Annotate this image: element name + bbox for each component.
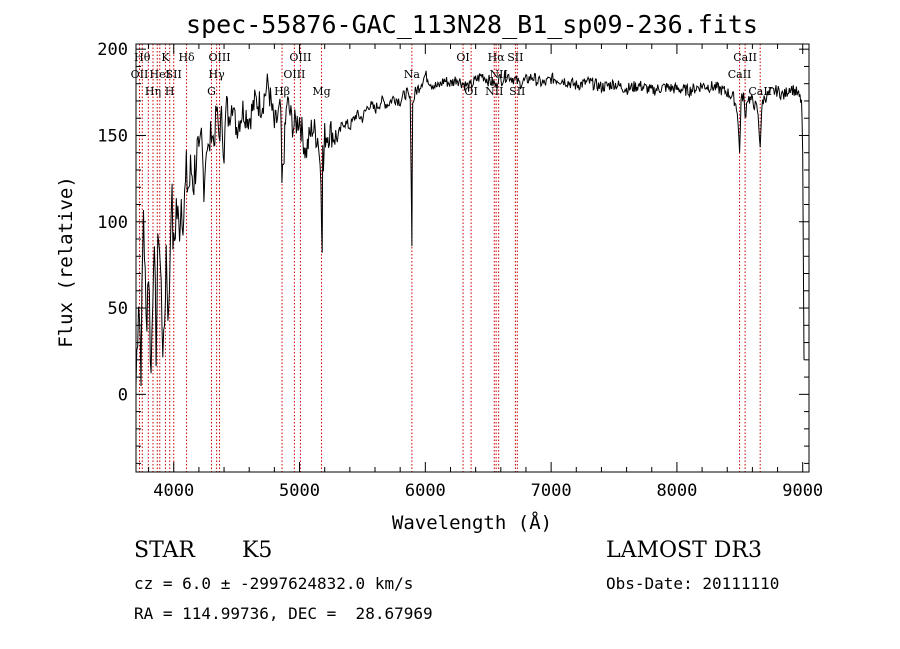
line-label-17: Na [404, 68, 421, 81]
line-label-7: H [165, 85, 175, 98]
line-label-3: Hη [145, 85, 161, 98]
flux-line [136, 70, 805, 387]
x-tick-label: 6000 [405, 481, 446, 501]
ra-dec-line: RA = 114.99736, DEC = 28.67969 [134, 604, 433, 623]
survey-name: LAMOST DR3 [606, 538, 762, 563]
line-label-9: Hδ [178, 51, 195, 64]
line-label-15: OIII [289, 51, 311, 64]
y-tick-label: 150 [97, 126, 128, 146]
line-label-1: Hθ [134, 51, 151, 64]
y-tick-label: 200 [97, 40, 128, 60]
object-type: STAR [134, 538, 195, 563]
x-tick-label: 9000 [782, 481, 823, 501]
y-axis-label: Flux (relative) [55, 176, 77, 348]
x-tick-label: 7000 [531, 481, 572, 501]
y-tick-label: 100 [97, 213, 128, 233]
line-label-5: HeI [150, 68, 170, 81]
spectral-subclass: K5 [242, 538, 273, 563]
line-label-24: SII [509, 85, 525, 98]
line-label-26: CaII [733, 51, 757, 64]
line-label-16: Mg [312, 85, 330, 98]
line-label-8: SII [166, 68, 182, 81]
x-tick-label: 8000 [656, 481, 697, 501]
line-label-21: Hα [488, 51, 506, 64]
observation-date: Obs-Date: 20111110 [606, 574, 780, 593]
line-label-20: NII [485, 85, 503, 98]
line-label-22: NII [490, 68, 508, 81]
spectral-line-markers [139, 44, 761, 472]
line-label-14: OIII [283, 68, 305, 81]
x-tick-label: 5000 [279, 481, 320, 501]
line-label-12: OIII [208, 51, 230, 64]
line-label-6: K [161, 51, 170, 64]
line-label-19: OI [464, 85, 477, 98]
y-tick-label: 0 [118, 385, 128, 405]
line-label-25: CaII [728, 68, 752, 81]
line-label-0: OII [131, 68, 149, 81]
line-label-13: Hβ [274, 85, 290, 98]
y-tick-label: 50 [108, 299, 128, 319]
line-labels: OII Hθ Hη HeI K H SII Hδ G Hγ OIII Hβ OIII OIII Mg Na OI… [131, 51, 772, 98]
axes: 4000 5000 6000 7000 8000 9000 0 50 100 150 200 [97, 40, 823, 501]
line-label-18: OI [456, 51, 469, 64]
x-axis-label: Wavelength (Å) [392, 511, 552, 534]
plot-frame [135, 43, 810, 473]
chart-title: spec-55876-GAC_113N28_B1_sp09-236.fits [186, 10, 758, 39]
flux-series [136, 70, 805, 387]
line-label-23: SII [507, 51, 523, 64]
redshift-line: cz = 6.0 ± -2997624832.0 km/s [134, 574, 414, 593]
line-label-10: G [207, 85, 216, 98]
line-label-27: CaII [748, 85, 772, 98]
line-label-11: Hγ [209, 68, 226, 81]
x-tick-label: 4000 [153, 481, 194, 501]
